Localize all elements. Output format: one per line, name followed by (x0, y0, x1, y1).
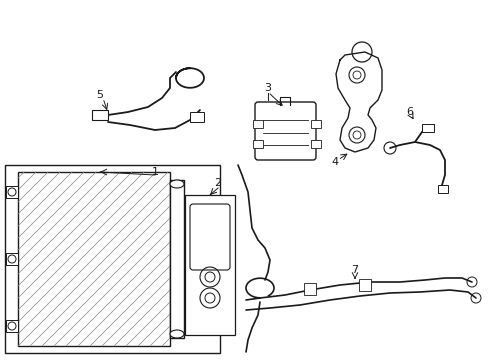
Bar (437, 185, 447, 193)
Bar (190, 112, 203, 122)
Bar (6, 320, 18, 332)
Bar (310, 120, 320, 128)
Bar (310, 140, 320, 148)
Text: 7: 7 (351, 265, 358, 275)
Bar (6, 253, 18, 265)
Ellipse shape (170, 330, 183, 338)
Text: 1: 1 (151, 167, 158, 177)
Bar (92, 110, 108, 120)
Polygon shape (335, 52, 381, 152)
Text: 2: 2 (214, 178, 221, 188)
Text: 5: 5 (96, 90, 103, 100)
Bar (252, 120, 263, 128)
FancyBboxPatch shape (254, 102, 315, 160)
Ellipse shape (170, 180, 183, 188)
Bar (18, 172, 170, 346)
Bar (5, 165, 220, 353)
Bar (170, 180, 183, 338)
Bar (6, 186, 18, 198)
Bar (252, 140, 263, 148)
Bar (421, 124, 433, 132)
Bar (184, 195, 235, 335)
Bar (304, 283, 315, 295)
Text: 3: 3 (264, 83, 271, 93)
FancyBboxPatch shape (190, 204, 229, 270)
Bar (358, 279, 370, 291)
Text: 4: 4 (331, 157, 338, 167)
Text: 6: 6 (406, 107, 413, 117)
